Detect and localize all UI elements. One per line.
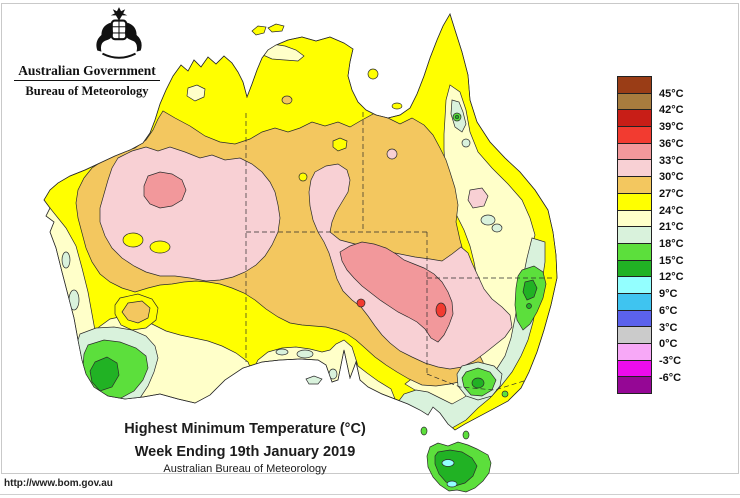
legend-label: 15°C	[659, 254, 684, 267]
legend-label: 45°C	[659, 87, 684, 100]
legend-swatch	[617, 359, 652, 378]
pale-green-sa-coast-2	[275, 348, 289, 356]
offshore-islands	[251, 23, 403, 110]
pale-green-sa-coast-1	[296, 349, 314, 359]
legend-label: 6°C	[659, 304, 678, 317]
map-subtitle: Week Ending 19th January 2019	[134, 444, 356, 460]
legend-label: 30°C	[659, 171, 684, 184]
legend-label: 0°C	[659, 338, 678, 351]
tasmania-9-12-lakes-2	[446, 480, 458, 488]
map-title: Highest Minimum Temperature (°C)	[124, 421, 366, 437]
pale-green-west-coast-2	[61, 251, 71, 269]
yellow-patch-nt	[332, 137, 348, 152]
region-30-33-west	[99, 146, 281, 282]
red-spot-west	[356, 298, 366, 308]
red-spot-east	[435, 302, 447, 318]
region-12-15-nsw-core	[522, 279, 538, 301]
legend-label: -6°C	[659, 371, 682, 384]
legend-swatch	[617, 326, 652, 344]
plot-border	[1, 3, 739, 474]
legend-label: 12°C	[659, 271, 684, 284]
page-bottom-rule	[0, 494, 740, 495]
tasmania-9-12-lakes-1	[441, 459, 455, 467]
region-33-36-pilbara-core	[143, 171, 187, 209]
yellow-patch-in-west-pink-1	[122, 232, 144, 248]
legend-swatch	[617, 309, 652, 328]
legend-label: 21°C	[659, 221, 684, 234]
legend-label: 36°C	[659, 137, 684, 150]
region-12-15-southwest-core	[89, 356, 120, 392]
pale-green-qld-dot	[461, 138, 471, 148]
region-33-36-central-core	[339, 241, 454, 343]
legend-label: 42°C	[659, 104, 684, 117]
pale-green-inland-qld-2	[491, 223, 503, 233]
coastline	[43, 13, 558, 431]
pink-dot-nt-qld	[386, 148, 398, 160]
legend-swatch	[617, 176, 652, 194]
government-label: Australian Government	[18, 63, 156, 78]
legend-swatch	[617, 343, 652, 361]
region-12-15-vic-core	[471, 377, 485, 389]
tasmania-12-15-core	[434, 449, 478, 487]
legend-swatch	[617, 292, 652, 311]
dark-green-qld-dot	[454, 114, 460, 120]
legend-swatch	[617, 209, 652, 228]
map-org-line: Australian Bureau of Meteorology	[163, 463, 327, 475]
legend-swatch	[617, 259, 652, 278]
temperature-regions	[45, 43, 552, 430]
state-borders	[245, 112, 552, 391]
legend-label: -3°C	[659, 354, 682, 367]
pale-green-inland-qld-1	[480, 214, 496, 226]
legend-label: 9°C	[659, 288, 678, 301]
yellow-dot-nt	[298, 172, 308, 182]
region-21-24-top-end	[261, 43, 305, 62]
flinders-island	[462, 430, 470, 440]
legend: 45°C 42°C 39°C 36°C 33°C 30°C 27°C 24°C 21°C 18°C…	[617, 76, 727, 395]
tasmania	[420, 426, 492, 493]
pale-green-west-coast-1	[68, 289, 80, 311]
legend-swatch	[617, 159, 652, 178]
orange-dot-top-end	[281, 95, 293, 105]
legend-swatch	[617, 126, 652, 144]
header-rule	[14, 80, 160, 81]
yellow-patch-in-west-pink-2	[149, 240, 171, 254]
legend-swatch	[617, 242, 652, 261]
orange-core-southwest	[121, 300, 151, 324]
legend-label: 27°C	[659, 187, 684, 200]
legend-label: 33°C	[659, 154, 684, 167]
bureau-label: Bureau of Meteorology	[25, 84, 149, 98]
kangaroo-island	[305, 375, 323, 385]
legend-swatch	[617, 92, 652, 111]
legend-swatch	[617, 76, 652, 94]
region-21-24-kimberley	[186, 84, 206, 102]
bom-url: http://www.bom.gov.au	[4, 478, 113, 489]
dark-green-nsw-dot	[526, 303, 532, 309]
pink-blob-central-qld	[467, 187, 489, 209]
legend-label: 39°C	[659, 121, 684, 134]
legend-label: 3°C	[659, 321, 678, 334]
legend-swatch	[617, 226, 652, 244]
legend-label: 18°C	[659, 238, 684, 250]
legend-swatch	[617, 376, 652, 395]
legend-swatch	[617, 192, 652, 211]
coat-of-arms-icon	[96, 7, 142, 59]
king-island	[420, 426, 428, 436]
legend-swatch	[617, 109, 652, 128]
legend-label: 24°C	[659, 204, 684, 217]
legend-swatch	[617, 276, 652, 294]
bright-green-gippsland-dot	[501, 390, 509, 398]
legend-swatch	[617, 142, 652, 161]
